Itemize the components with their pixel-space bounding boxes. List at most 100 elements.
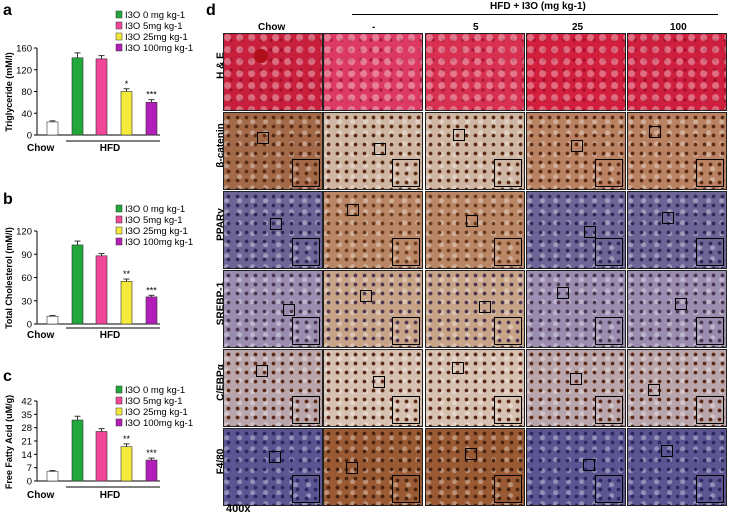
bar xyxy=(95,431,108,482)
micrograph-he-5 xyxy=(425,33,525,111)
magnified-inset xyxy=(292,317,320,345)
bar xyxy=(120,281,133,325)
magnified-inset xyxy=(392,475,420,503)
micrograph-srebp1-100 xyxy=(627,270,727,348)
bar xyxy=(71,244,84,325)
significance-marker: *** xyxy=(146,285,157,295)
legend-swatch xyxy=(115,10,123,19)
bar xyxy=(71,419,84,482)
micrograph-cebp-alpha-5 xyxy=(425,349,525,427)
magnified-inset xyxy=(292,475,320,503)
legend-label: I3O 5mg kg-1 xyxy=(125,215,183,226)
region-of-interest-box xyxy=(270,218,282,230)
micrograph-f480-100 xyxy=(627,428,727,506)
bar xyxy=(120,446,133,482)
magnified-inset xyxy=(494,159,522,187)
y-tick-label: 60 xyxy=(21,273,32,284)
y-tick-label: 14 xyxy=(21,450,32,461)
region-of-interest-box xyxy=(583,459,595,471)
legend-swatch xyxy=(115,237,123,246)
micrograph-he-vehicle xyxy=(323,33,423,111)
column-label-25: 25 xyxy=(572,22,584,33)
central-vein xyxy=(254,49,268,63)
region-of-interest-box xyxy=(465,448,477,460)
magnified-inset xyxy=(494,475,522,503)
region-of-interest-box xyxy=(571,140,583,152)
region-of-interest-box xyxy=(452,362,464,374)
legend-label: I3O 5mg kg-1 xyxy=(125,21,183,32)
x-group-label-hfd: HFD xyxy=(100,330,121,341)
legend-label: I3O 100mg kg-1 xyxy=(125,418,193,429)
magnified-inset xyxy=(696,475,724,503)
micrograph-he-chow xyxy=(223,33,323,111)
micrograph-beta-catenin-chow xyxy=(223,112,323,190)
legend-label: I3O 0 mg kg-1 xyxy=(125,204,185,215)
panel-label-c: c xyxy=(3,368,12,385)
region-of-interest-box xyxy=(283,304,295,316)
panel-label-b: b xyxy=(3,191,13,208)
y-tick-label: 42 xyxy=(21,397,32,408)
magnified-inset xyxy=(595,396,623,424)
bar xyxy=(46,471,59,482)
legend-swatch xyxy=(115,226,123,235)
y-tick-label: 120 xyxy=(16,65,32,76)
y-axis-label: Triglyceride (mM/l) xyxy=(4,52,14,132)
y-tick-label: 30 xyxy=(21,296,32,307)
y-axis-label: Free Fatty Acid (uM/g) xyxy=(4,395,14,489)
region-of-interest-box xyxy=(649,126,661,138)
legend-label: I3O 100mg kg-1 xyxy=(125,237,193,248)
micrograph-ppar-gamma-5 xyxy=(425,191,525,269)
legend-label: I3O 25mg kg-1 xyxy=(125,32,188,43)
legend-label: I3O 5mg kg-1 xyxy=(125,396,183,407)
y-tick-label: 21 xyxy=(21,437,32,448)
region-of-interest-box xyxy=(256,365,268,377)
column-label-chow: Chow xyxy=(258,22,286,33)
micrograph-cebp-alpha-25 xyxy=(526,349,626,427)
region-of-interest-box xyxy=(374,143,386,155)
region-of-interest-box xyxy=(557,287,569,299)
bar xyxy=(71,57,84,136)
region-of-interest-box xyxy=(346,462,358,474)
micrograph-f480-25 xyxy=(526,428,626,506)
legend-label: I3O 25mg kg-1 xyxy=(125,226,188,237)
legend-swatch xyxy=(115,407,123,416)
region-of-interest-box xyxy=(257,132,269,144)
magnified-inset xyxy=(292,238,320,266)
y-tick-label: 0 xyxy=(27,320,32,331)
micrograph-beta-catenin-vehicle xyxy=(323,112,423,190)
micrograph-ppar-gamma-chow xyxy=(223,191,323,269)
magnified-inset xyxy=(696,317,724,345)
bar xyxy=(145,459,158,482)
region-of-interest-box xyxy=(347,204,359,216)
legend-swatch xyxy=(115,204,123,213)
y-tick-label: 0 xyxy=(27,131,32,142)
region-of-interest-box xyxy=(360,290,372,302)
bar xyxy=(145,296,158,325)
region-of-interest-box xyxy=(648,384,660,396)
significance-marker: * xyxy=(125,79,129,89)
micrograph-f480-5 xyxy=(425,428,525,506)
legend-swatch xyxy=(115,385,123,394)
legend-swatch xyxy=(115,21,123,30)
bar xyxy=(95,255,108,325)
micrograph-he-100 xyxy=(627,33,727,111)
region-of-interest-box xyxy=(584,226,596,238)
x-group-label-chow: Chow xyxy=(27,143,54,154)
region-of-interest-box xyxy=(466,215,478,227)
magnified-inset xyxy=(595,238,623,266)
y-tick-label: 160 xyxy=(16,44,32,55)
micrograph-beta-catenin-5 xyxy=(425,112,525,190)
legend-swatch xyxy=(115,32,123,41)
significance-marker: ** xyxy=(123,269,131,279)
column-label-5: 5 xyxy=(473,22,479,33)
magnified-inset xyxy=(494,396,522,424)
magnified-inset xyxy=(392,317,420,345)
significance-marker: *** xyxy=(146,448,157,458)
y-tick-label: 0 xyxy=(27,477,32,488)
y-tick-label: 35 xyxy=(21,410,32,421)
x-group-label-hfd: HFD xyxy=(100,490,121,501)
region-of-interest-box xyxy=(269,451,281,463)
magnified-inset xyxy=(696,238,724,266)
